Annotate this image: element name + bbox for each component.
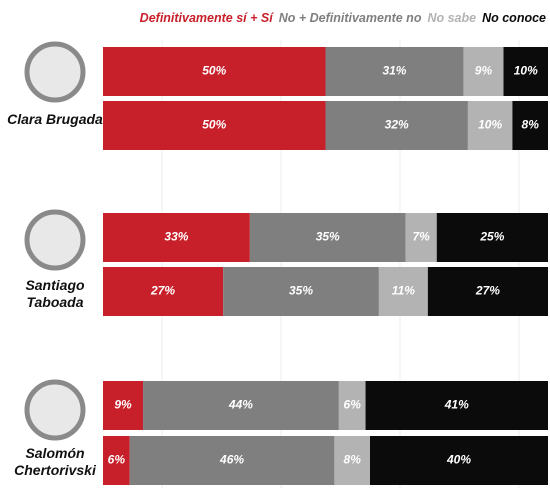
value-label: 10% — [514, 64, 538, 78]
bar-segment — [370, 436, 548, 485]
value-label: 7% — [413, 230, 431, 244]
photo — [24, 379, 86, 441]
bar-segment — [103, 267, 224, 316]
value-label: 32% — [385, 118, 409, 132]
value-label: 10% — [478, 118, 502, 132]
category-label: Clara Brugada — [7, 111, 103, 127]
legend-entry: No sabe — [427, 11, 477, 25]
value-label: 8% — [344, 453, 362, 467]
value-label: 41% — [444, 398, 469, 412]
value-label: 44% — [228, 398, 253, 412]
value-label: 8% — [522, 118, 540, 132]
value-label: 35% — [289, 284, 313, 298]
value-label: 6% — [344, 398, 362, 412]
bar-segment — [103, 381, 144, 430]
value-label: 9% — [114, 398, 132, 412]
category-label: Salomón Chertorivski — [14, 445, 96, 478]
photo — [24, 41, 86, 103]
bar-segment — [325, 47, 464, 96]
category-label: Santiago Taboada — [25, 277, 85, 310]
bar-segment — [129, 436, 335, 485]
value-label: 6% — [108, 453, 126, 467]
value-label: 35% — [316, 230, 340, 244]
legend-entry: No conoce — [482, 11, 546, 25]
bar-segment — [365, 381, 548, 430]
legend-entry: Definitivamente sí + Sí — [139, 11, 273, 25]
value-label: 31% — [382, 64, 406, 78]
value-label: 46% — [219, 453, 244, 467]
value-label: 50% — [202, 64, 226, 78]
bar-segment — [103, 101, 326, 150]
value-label: 27% — [150, 284, 175, 298]
bar-segment — [405, 213, 437, 262]
legend-entry: No + Definitivamente no — [278, 11, 422, 25]
bar-segment — [436, 213, 548, 262]
bar-segment — [463, 47, 504, 96]
bar-segment — [467, 101, 513, 150]
bar-segment — [103, 213, 250, 262]
bar-segment — [223, 267, 379, 316]
value-label: 50% — [202, 118, 226, 132]
bar-segment — [427, 267, 548, 316]
bar-segment — [143, 381, 339, 430]
value-label: 25% — [479, 230, 504, 244]
legend: Definitivamente sí + Sí No + Definitivame… — [134, 11, 546, 25]
value-label: 33% — [164, 230, 188, 244]
bar-segment — [103, 47, 326, 96]
bar-segment — [512, 101, 548, 150]
bar-segment — [334, 436, 370, 485]
value-label: 27% — [475, 284, 500, 298]
value-label: 11% — [392, 284, 415, 298]
value-label: 40% — [446, 453, 471, 467]
photo — [24, 209, 86, 271]
value-label: 9% — [475, 64, 493, 78]
bar-segment — [503, 47, 548, 96]
bar-segment — [325, 101, 468, 150]
bar-segment — [103, 436, 130, 485]
bar-segment — [338, 381, 366, 430]
bar-segment — [249, 213, 406, 262]
bar-segment — [378, 267, 428, 316]
